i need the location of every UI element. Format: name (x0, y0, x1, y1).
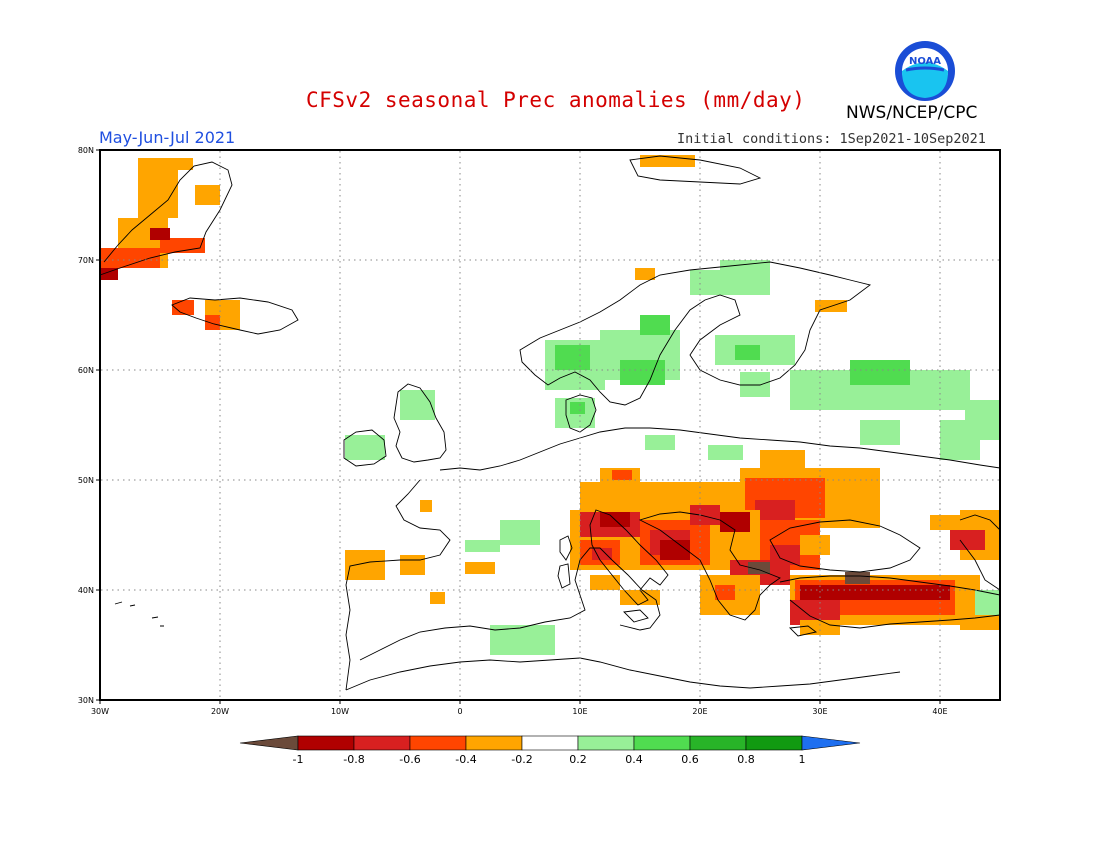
anomaly-cell (735, 345, 760, 360)
lon-label: 40E (932, 707, 947, 716)
anomaly-cell (612, 470, 632, 480)
colorbar-swatch (353, 735, 411, 751)
lat-label: 50N (78, 476, 94, 485)
anomaly-cell (860, 420, 900, 445)
colorbar-arrow-high (801, 735, 861, 751)
anomaly-cell (345, 550, 385, 580)
colorbar-label: 0.4 (625, 753, 643, 766)
colorbar-swatch (577, 735, 635, 751)
lon-label: 10W (331, 707, 349, 716)
anomaly-cell (592, 548, 612, 560)
colorbar-swatch (409, 735, 467, 751)
anomaly-cell (420, 500, 432, 512)
colorbar-label: -1 (293, 753, 304, 766)
colorbar-swatch (297, 735, 355, 751)
colorbar-swatch (521, 735, 579, 751)
anomaly-cell (400, 555, 425, 575)
anomaly-cell (660, 540, 690, 560)
colorbar (239, 735, 861, 751)
lat-label: 40N (78, 586, 94, 595)
colorbar-swatch (465, 735, 523, 751)
logo-text: NOAA (909, 56, 941, 67)
anomaly-cell (620, 360, 665, 385)
anomaly-cell (930, 515, 960, 530)
anomaly-cell (465, 540, 500, 552)
colorbar-label: 1 (799, 753, 806, 766)
anomaly-cell (400, 390, 435, 420)
anomaly-cell (645, 435, 675, 450)
anomaly-cell (465, 562, 495, 574)
anomaly-cell (490, 625, 555, 655)
lon-label: 20W (211, 707, 229, 716)
graticule (101, 151, 999, 699)
anomaly-cell (708, 445, 743, 460)
colorbar-swatch (633, 735, 691, 751)
map-title: CFSv2 seasonal Prec anomalies (mm/day) (306, 88, 806, 112)
anomaly-cell (138, 158, 178, 218)
anomaly-cell (720, 260, 770, 275)
anomaly-cell (760, 450, 805, 470)
lon-label: 0 (457, 707, 462, 716)
anomaly-cell (100, 268, 118, 280)
anomaly-cell (965, 400, 1000, 440)
colorbar-label: -0.2 (511, 753, 532, 766)
colorbar-swatch (689, 735, 747, 751)
anomaly-cell (845, 572, 870, 584)
anomaly-cell (800, 620, 840, 635)
period-label: May-Jun-Jul 2021 (99, 128, 236, 147)
anomaly-cell (570, 402, 585, 414)
coastlines (99, 155, 1001, 691)
anomaly-cell (345, 435, 385, 460)
lat-label: 80N (78, 146, 94, 155)
anomaly-cell (850, 360, 910, 385)
lat-label: 30N (78, 696, 94, 705)
lon-label: 30E (812, 707, 827, 716)
anomaly-cell (740, 372, 770, 397)
anomaly-cell (150, 228, 170, 240)
anomaly-cell (950, 530, 985, 550)
anomaly-cell (800, 535, 830, 555)
agency-label: NWS/NCEP/CPC (846, 103, 978, 123)
anomaly-cell (748, 562, 770, 574)
anomaly-cell (640, 315, 670, 335)
colorbar-label: 0.2 (569, 753, 587, 766)
anomaly-cell (690, 505, 720, 525)
anomaly-cell (635, 268, 655, 280)
lat-label: 70N (78, 256, 94, 265)
colorbar-label: -0.4 (455, 753, 476, 766)
colorbar-arrow-low (239, 735, 299, 751)
anomaly-cell (100, 248, 160, 268)
anomaly-cell (175, 158, 193, 170)
lon-label: 10E (572, 707, 587, 716)
lon-label: 20E (692, 707, 707, 716)
anomaly-cell (195, 185, 220, 205)
anomaly-cell (720, 512, 750, 532)
anomaly-cell (800, 585, 950, 600)
lat-label: 60N (78, 366, 94, 375)
anomaly-cell (715, 585, 735, 600)
axis-ticks (96, 149, 941, 704)
anomaly-cell (620, 590, 660, 605)
lon-label: 30W (91, 707, 109, 716)
map-frame (99, 149, 1001, 701)
colorbar-label: 0.6 (681, 753, 699, 766)
colorbar-label: 0.8 (737, 753, 755, 766)
colorbar-swatch (745, 735, 803, 751)
anomaly-cell (590, 575, 620, 590)
noaa-logo: NOAA (894, 40, 956, 102)
colorbar-label: -0.8 (343, 753, 364, 766)
anomaly-cell (172, 300, 194, 315)
anomaly-cell (975, 590, 1000, 615)
anomaly-cells (100, 155, 1000, 655)
anomaly-cell (500, 520, 540, 545)
colorbar-label: -0.6 (399, 753, 420, 766)
anomaly-cell (205, 315, 220, 330)
anomaly-cell (430, 592, 445, 604)
anomaly-cell (555, 345, 590, 370)
initial-conditions-label: Initial conditions: 1Sep2021-10Sep2021 (677, 131, 986, 147)
